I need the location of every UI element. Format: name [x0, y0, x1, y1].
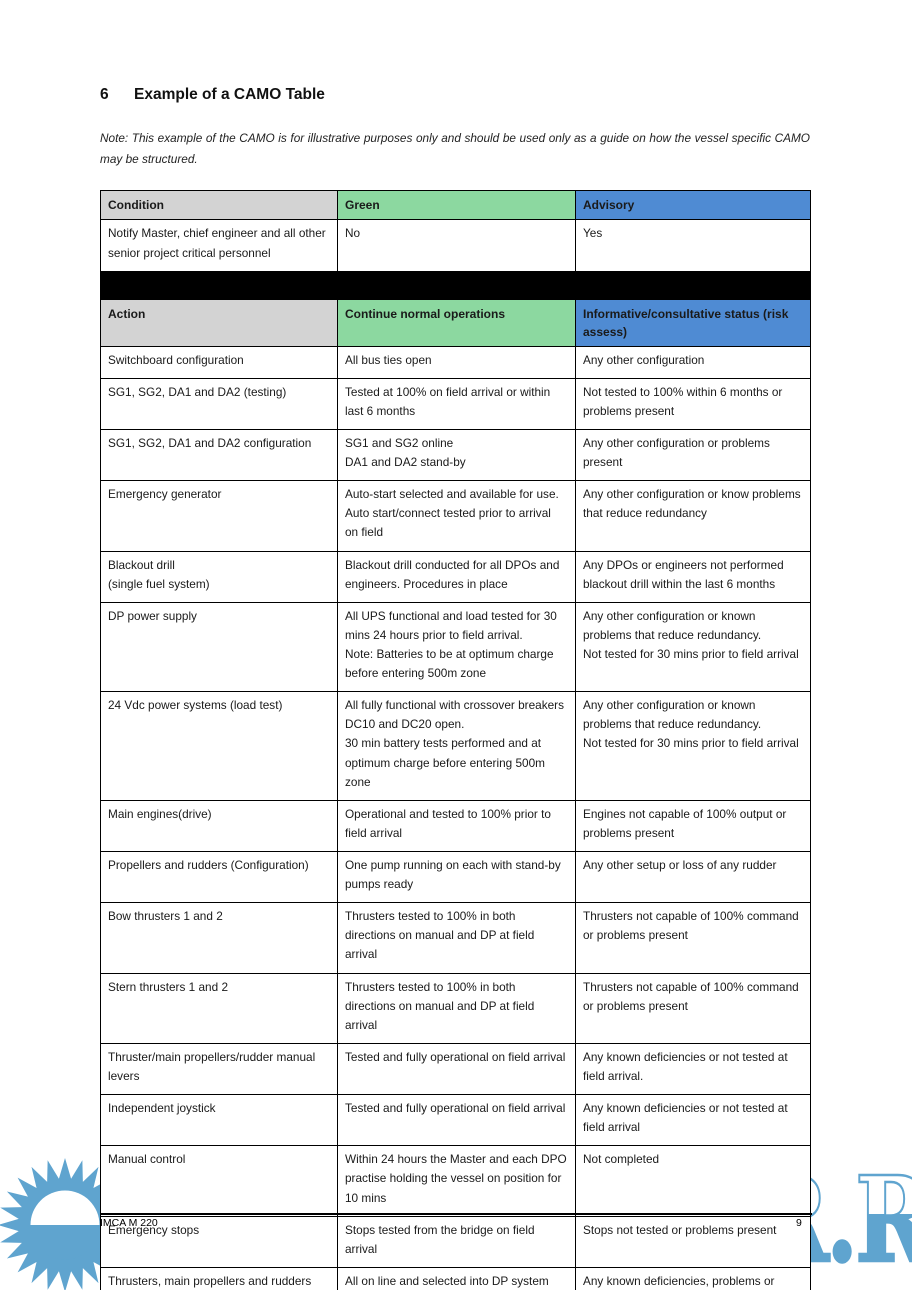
action-cell: Stern thrusters 1 and 2: [100, 972, 338, 1044]
table-row: Manual control Within 24 hours the Maste…: [100, 1145, 811, 1217]
green-cell: Thrusters tested to 100% in both directi…: [337, 902, 576, 974]
action-cell: Blackout drill (single fuel system): [100, 550, 338, 603]
advisory-cell: Any known deficiencies or not tested at …: [575, 1042, 811, 1096]
section-heading: 6 Example of a CAMO Table: [100, 86, 810, 104]
black-separator-band: [100, 270, 811, 300]
advisory-cell: Any known deficiencies, problems or issu…: [575, 1266, 811, 1290]
advisory-cell: Thrusters not capable of 100% command or…: [575, 902, 811, 974]
table-row: Thruster/main propellers/rudder manual l…: [100, 1042, 811, 1096]
green-cell: Stops tested from the bridge on field ar…: [337, 1215, 576, 1268]
sun-dome-bottom: [30, 1225, 100, 1260]
green-cell: Tested and fully operational on field ar…: [337, 1094, 576, 1147]
action-cell: Independent joystick: [100, 1094, 338, 1147]
camo-table: Condition Green Advisory Notify Master, …: [100, 190, 811, 1290]
action-cell: Switchboard configuration: [100, 345, 338, 379]
green-cell: All UPS functional and load tested for 3…: [337, 601, 576, 693]
footer-rule: [100, 1213, 812, 1215]
camo-table-head-section: Condition Green Advisory Notify Master, …: [100, 190, 811, 347]
green-cell: Operational and tested to 100% prior to …: [337, 799, 576, 852]
table-row: Emergency generator Auto-start selected …: [100, 480, 811, 552]
action-cell: Emergency generator: [100, 480, 338, 552]
table-row: Stern thrusters 1 and 2 Thrusters tested…: [100, 972, 811, 1044]
green-header-cell: Green: [337, 190, 576, 221]
green-cell: All on line and selected into DP system: [337, 1266, 576, 1290]
action-cell: Manual control: [100, 1145, 338, 1217]
table-row: Thrusters, main propellers and rudders A…: [100, 1266, 811, 1290]
green-cell: Tested at 100% on field arrival or withi…: [337, 377, 576, 431]
advisory-cell: Any other configuration or known problem…: [575, 691, 811, 801]
notify-green-cell: No: [337, 219, 576, 272]
advisory-cell: Any known deficiencies or not tested at …: [575, 1094, 811, 1147]
notify-condition-cell: Notify Master, chief engineer and all ot…: [100, 219, 338, 272]
action-cell: Main engines(drive): [100, 799, 338, 852]
advisory-cell: Engines not capable of 100% output or pr…: [575, 799, 811, 852]
table-row: SG1, SG2, DA1 and DA2 configuration SG1 …: [100, 429, 811, 482]
informative-header-cell: Informative/consultative status (risk as…: [575, 298, 811, 347]
doc-reference: IMCA M 220: [100, 1217, 158, 1229]
section-number: 6: [100, 86, 109, 103]
table-row: Independent joystick Tested and fully op…: [100, 1094, 811, 1147]
continue-normal-header-cell: Continue normal operations: [337, 298, 576, 347]
sun-dome-top: [30, 1190, 100, 1225]
table-row: DP power supply All UPS functional and l…: [100, 601, 811, 693]
table-row: SG1, SG2, DA1 and DA2 (testing) Tested a…: [100, 377, 811, 431]
table-row: Bow thrusters 1 and 2 Thrusters tested t…: [100, 902, 811, 974]
advisory-cell: Any other configuration or problems pres…: [575, 429, 811, 482]
action-cell: SG1, SG2, DA1 and DA2 (testing): [100, 377, 338, 431]
advisory-cell: Any other configuration or known problem…: [575, 601, 811, 693]
advisory-header-cell: Advisory: [575, 190, 811, 221]
table-row: Switchboard configuration All bus ties o…: [100, 345, 811, 379]
notify-advisory-cell: Yes: [575, 219, 811, 272]
advisory-cell: Stops not tested or problems present: [575, 1215, 811, 1268]
advisory-cell: Not completed: [575, 1145, 811, 1217]
camo-table-body: Switchboard configuration All bus ties o…: [100, 345, 811, 1290]
green-cell: Blackout drill conducted for all DPOs an…: [337, 550, 576, 603]
action-cell: 24 Vdc power systems (load test): [100, 691, 338, 801]
advisory-cell: Thrusters not capable of 100% command or…: [575, 972, 811, 1044]
page-title: Example of a CAMO Table: [134, 86, 325, 103]
page-number: 9: [796, 1217, 802, 1229]
condition-header-row: Condition Green Advisory: [100, 190, 811, 221]
advisory-cell: Any other setup or loss of any rudder: [575, 850, 811, 904]
separator-row: [100, 270, 811, 300]
action-cell: DP power supply: [100, 601, 338, 693]
action-header-row: Action Continue normal operations Inform…: [100, 298, 811, 347]
advisory-cell: Any other configuration or know problems…: [575, 480, 811, 552]
green-cell: Tested and fully operational on field ar…: [337, 1042, 576, 1096]
notify-row: Notify Master, chief engineer and all ot…: [100, 219, 811, 272]
note-text: Note: This example of the CAMO is for il…: [100, 131, 810, 167]
action-cell: Thruster/main propellers/rudder manual l…: [100, 1042, 338, 1096]
green-cell: Auto-start selected and available for us…: [337, 480, 576, 552]
condition-header-cell: Condition: [100, 190, 338, 221]
table-row: Emergency stops Stops tested from the br…: [100, 1215, 811, 1268]
green-cell: One pump running on each with stand-by p…: [337, 850, 576, 904]
sun-logo: [0, 1158, 132, 1290]
action-cell: Emergency stops: [100, 1215, 338, 1268]
table-row: Propellers and rudders (Configuration) O…: [100, 850, 811, 904]
action-cell: Bow thrusters 1 and 2: [100, 902, 338, 974]
green-cell: Within 24 hours the Master and each DPO …: [337, 1145, 576, 1217]
advisory-cell: Not tested to 100% within 6 months or pr…: [575, 377, 811, 431]
action-cell: Propellers and rudders (Configuration): [100, 850, 338, 904]
advisory-cell: Any DPOs or engineers not performed blac…: [575, 550, 811, 603]
table-row: Blackout drill (single fuel system) Blac…: [100, 550, 811, 603]
action-cell: Thrusters, main propellers and rudders: [100, 1266, 338, 1290]
action-cell: SG1, SG2, DA1 and DA2 configuration: [100, 429, 338, 482]
table-row: Main engines(drive) Operational and test…: [100, 799, 811, 852]
green-cell: All bus ties open: [337, 345, 576, 379]
green-cell: All fully functional with crossover brea…: [337, 691, 576, 801]
table-row: 24 Vdc power systems (load test) All ful…: [100, 691, 811, 801]
action-header-cell: Action: [100, 298, 338, 347]
advisory-cell: Any other configuration: [575, 345, 811, 379]
green-cell: SG1 and SG2 online DA1 and DA2 stand-by: [337, 429, 576, 482]
green-cell: Thrusters tested to 100% in both directi…: [337, 972, 576, 1044]
